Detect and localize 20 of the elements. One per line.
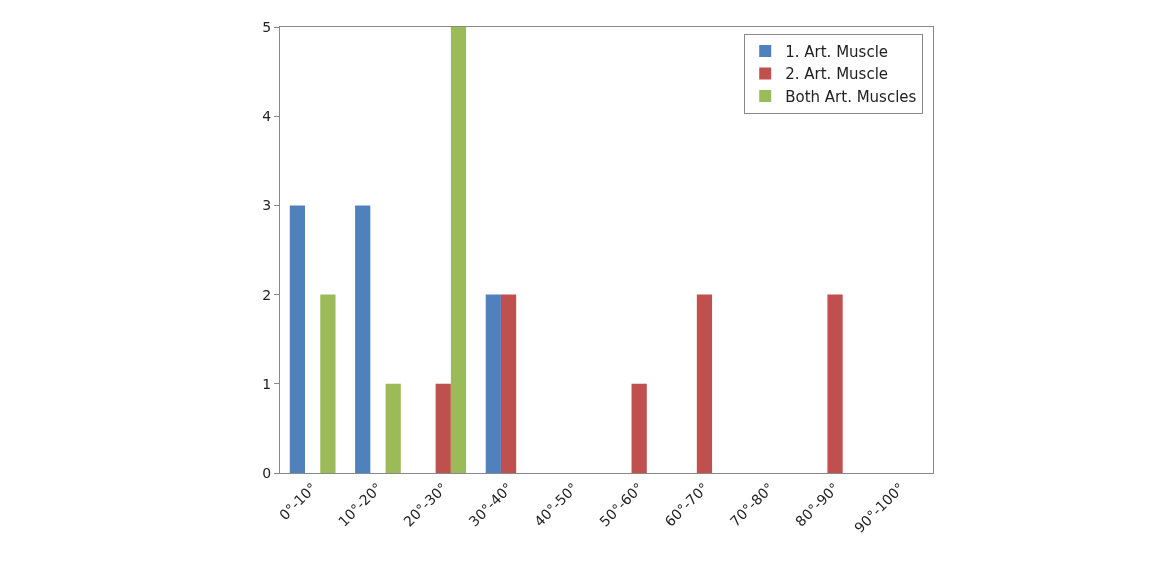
- legend-label: Both Art. Muscles: [785, 87, 917, 106]
- y-tick-label: 0: [262, 464, 272, 481]
- bar: [631, 383, 647, 473]
- bar: [355, 205, 371, 473]
- y-tick-label: 2: [262, 286, 272, 303]
- bar: [485, 294, 501, 473]
- y-tick-label: 3: [262, 197, 272, 214]
- bar: [320, 294, 336, 473]
- y-tick-label: 5: [262, 18, 272, 35]
- bar: [500, 294, 517, 473]
- bar: [289, 205, 306, 473]
- bar: [435, 383, 451, 473]
- bar: [385, 383, 401, 473]
- bar: [696, 294, 713, 473]
- legend-label: 2. Art. Muscle: [785, 65, 889, 84]
- bar: [450, 27, 467, 473]
- y-tick-label: 1: [262, 375, 272, 392]
- bar: [827, 294, 843, 473]
- legend-label: 1. Art. Muscle: [785, 42, 889, 61]
- y-tick-label: 4: [262, 108, 272, 125]
